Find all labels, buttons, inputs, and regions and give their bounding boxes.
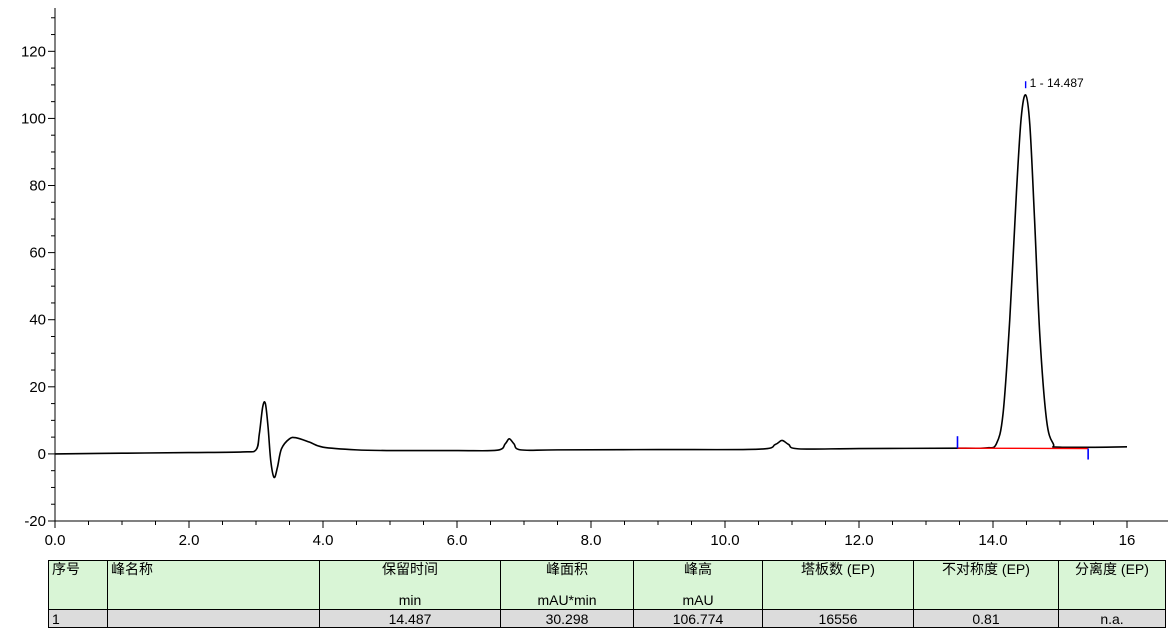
- chromatogram-chart: -20 0 20 40 60 80 100 120 0.0 2.0 4.0 6.0 8.0 10.0 12.…: [21, 8, 1168, 549]
- y-tick-label: 0: [38, 446, 46, 463]
- chromatogram-trace: [54, 94, 1128, 479]
- y-tick-label: 80: [29, 178, 46, 195]
- x-tick-label: 8.0: [581, 532, 602, 549]
- y-tick-label: -20: [24, 513, 46, 530]
- cell-retention-time: 14.487: [319, 609, 501, 628]
- x-tick-label: 2.0: [179, 532, 200, 549]
- y-tick-label: 20: [29, 379, 46, 396]
- y-tick-label: 100: [21, 110, 46, 127]
- table-row: 1 14.487 30.298 106.774 16556 0.81 n.a.: [48, 609, 1166, 628]
- header-peak-height: 峰高 mAU: [633, 560, 763, 610]
- axis-ticks: -20 0 20 40 60 80 100 120 0.0 2.0 4.0 6.0 8.0 10.0 12.…: [21, 17, 1136, 549]
- cell-peak-name: [107, 609, 320, 628]
- header-asymmetry: 不对称度 (EP): [913, 560, 1059, 610]
- cell-peak-height: 106.774: [633, 609, 763, 628]
- axes: [54, 8, 1168, 522]
- cell-asymmetry: 0.81: [913, 609, 1059, 628]
- header-peak-area: 峰面积 mAU*min: [500, 560, 634, 610]
- x-tick-label: 12.0: [844, 532, 873, 549]
- header-index: 序号: [48, 560, 108, 610]
- annotations-layer: 1 - 14.487: [956, 76, 1089, 460]
- peak-label: 1 - 14.487: [1030, 76, 1084, 90]
- cell-plates: 16556: [762, 609, 914, 628]
- cell-resolution: n.a.: [1058, 609, 1166, 628]
- x-tick-label: 0.0: [45, 532, 66, 549]
- y-tick-label: 60: [29, 245, 46, 262]
- header-retention-time: 保留时间 min: [319, 560, 501, 610]
- header-resolution: 分离度 (EP): [1058, 560, 1166, 610]
- cell-peak-area: 30.298: [500, 609, 634, 628]
- header-peak-name: 峰名称: [107, 560, 320, 610]
- x-tick-label: 16: [1119, 532, 1136, 549]
- x-tick-label: 4.0: [313, 532, 334, 549]
- table-header-row: 序号 峰名称 保留时间 min 峰面积 mAU*min 峰高 mAU 塔板数 (EP)…: [48, 560, 1166, 610]
- y-tick-label: 120: [21, 43, 46, 60]
- cell-index: 1: [48, 609, 108, 628]
- x-tick-label: 10.0: [710, 532, 739, 549]
- header-plates: 塔板数 (EP): [762, 560, 914, 610]
- y-tick-label: 40: [29, 312, 46, 329]
- x-tick-label: 6.0: [447, 532, 468, 549]
- series-layer: [54, 94, 1128, 479]
- x-tick-label: 14.0: [978, 532, 1007, 549]
- peak-results-table: 序号 峰名称 保留时间 min 峰面积 mAU*min 峰高 mAU 塔板数 (EP)…: [48, 560, 1166, 628]
